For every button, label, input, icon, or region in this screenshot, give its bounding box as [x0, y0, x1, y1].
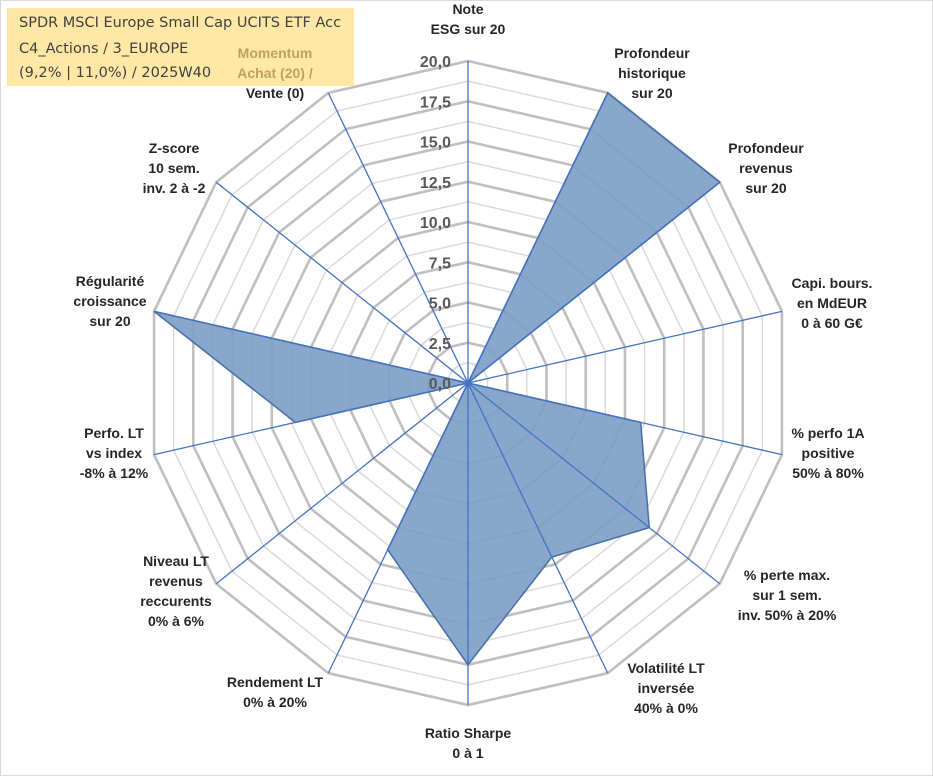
fund-name: SPDR MSCI Europe Small Cap UCITS ETF Acc [19, 15, 342, 31]
axis-label: Z-score [149, 140, 200, 156]
axis-spoke [215, 382, 469, 585]
axis-label: 0% à 20% [243, 694, 307, 710]
axis-label: % perfo 1A [791, 425, 864, 441]
axis-label: 50% à 80% [792, 465, 864, 481]
tick-label: 17,5 [420, 94, 451, 111]
axis-label: Perfo. LT [84, 425, 144, 441]
axis-label: sur 20 [631, 85, 672, 101]
axis-label: -8% à 12% [80, 465, 149, 481]
fund-category: C4_Actions / 3_EUROPE [19, 41, 189, 57]
axis-label: 0 à 1 [452, 745, 483, 761]
axis-label: 0% à 6% [148, 613, 205, 629]
axis-spoke [467, 382, 721, 585]
axis-label: Rendement LT [227, 674, 324, 690]
axis-label: Vente (0) [246, 85, 304, 101]
axis-spoke [327, 382, 469, 674]
axis-label: inv. 50% à 20% [738, 607, 837, 623]
axis-spoke [467, 310, 783, 384]
axis-label: Achat (20) / [237, 65, 313, 81]
tick-label: 20,0 [420, 54, 451, 71]
axis-spoke [467, 181, 721, 384]
axis-label: Volatilité LT [627, 660, 705, 676]
axis-spoke [467, 382, 783, 456]
axis-label: Ratio Sharpe [425, 725, 512, 741]
axis-spoke [467, 382, 609, 674]
info-box: SPDR MSCI Europe Small Cap UCITS ETF Acc… [7, 8, 354, 86]
axis-label: reccurents [140, 593, 212, 609]
axis-label: sur 20 [89, 313, 130, 329]
tick-label: 7,5 [429, 255, 451, 272]
axis-label: Capi. bours. [792, 275, 873, 291]
axis-label: Régularité [76, 273, 145, 289]
axis-spoke [153, 310, 469, 384]
axis-spoke [153, 382, 469, 456]
axis-label: Profondeur [614, 45, 690, 61]
tick-label: 12,5 [420, 175, 451, 192]
axis-label: Momentum [238, 45, 313, 61]
tick-label: 0,0 [429, 376, 451, 393]
axis-label: croissance [73, 293, 146, 309]
tick-label: 10,0 [420, 215, 451, 232]
axis-label: ESG sur 20 [431, 21, 506, 37]
axis-spoke [467, 92, 609, 384]
axis-label: inv. 2 à -2 [143, 180, 206, 196]
tick-label: 15,0 [420, 135, 451, 152]
axis-label: revenus [149, 573, 203, 589]
axis-label: vs index [86, 445, 142, 461]
tick-label: 5,0 [429, 296, 451, 313]
axis-label: en MdEUR [797, 295, 867, 311]
axis-spoke [215, 181, 469, 384]
axis-label: sur 20 [745, 180, 786, 196]
axis-label: historique [618, 65, 686, 81]
axis-label: % perte max. [744, 567, 830, 583]
fund-performance-week: (9,2% | 11,0%) / 2025W40 [19, 65, 212, 81]
axis-label: 40% à 0% [634, 700, 698, 716]
axis-label: 10 sem. [148, 160, 199, 176]
axis-label: Note [452, 1, 483, 17]
axis-label: 0 à 60 G€ [801, 315, 863, 331]
axis-label: Niveau LT [143, 553, 209, 569]
axis-label: revenus [739, 160, 793, 176]
tick-label: 2,5 [429, 336, 451, 353]
axis-label: positive [802, 445, 855, 461]
axis-label: sur 1 sem. [752, 587, 821, 603]
axis-spoke [327, 92, 469, 384]
axis-label: inversée [638, 680, 695, 696]
axis-label: Profondeur [728, 140, 804, 156]
